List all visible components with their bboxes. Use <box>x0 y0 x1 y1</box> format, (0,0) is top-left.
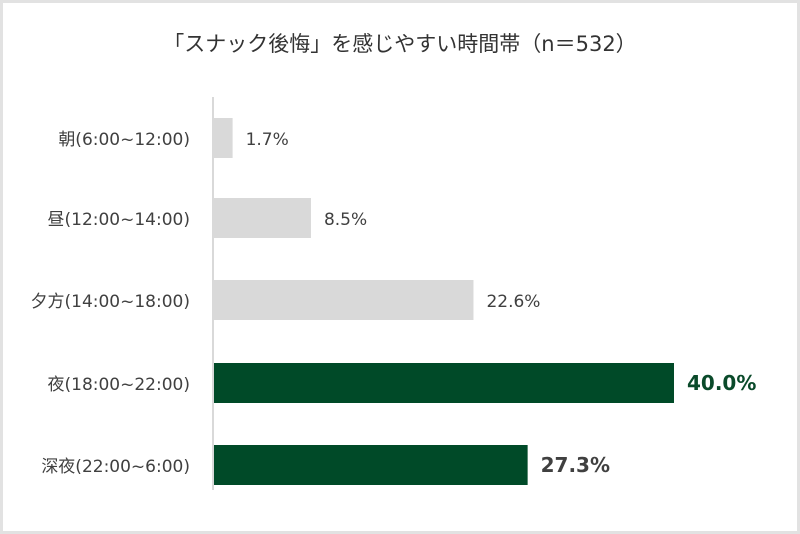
category-label: 朝(6:00~12:00) <box>58 130 190 150</box>
category-label: 深夜(22:00~6:00) <box>41 457 190 477</box>
chart-title: 「スナック後悔」を感じやすい時間帯（n＝532） <box>163 32 637 56</box>
category-label: 夜(18:00~22:00) <box>48 375 191 395</box>
category-label: 夕方(14:00~18:00) <box>31 292 191 312</box>
bar <box>213 118 233 158</box>
value-label: 40.0% <box>687 371 756 395</box>
category-label: 昼(12:00~14:00) <box>48 210 191 230</box>
value-label: 8.5% <box>324 210 367 230</box>
value-label: 27.3% <box>541 453 610 477</box>
bar <box>213 280 474 320</box>
bar <box>213 445 528 485</box>
bar <box>213 198 311 238</box>
value-label: 1.7% <box>246 130 289 150</box>
bar <box>213 363 674 403</box>
value-label: 22.6% <box>486 292 540 312</box>
